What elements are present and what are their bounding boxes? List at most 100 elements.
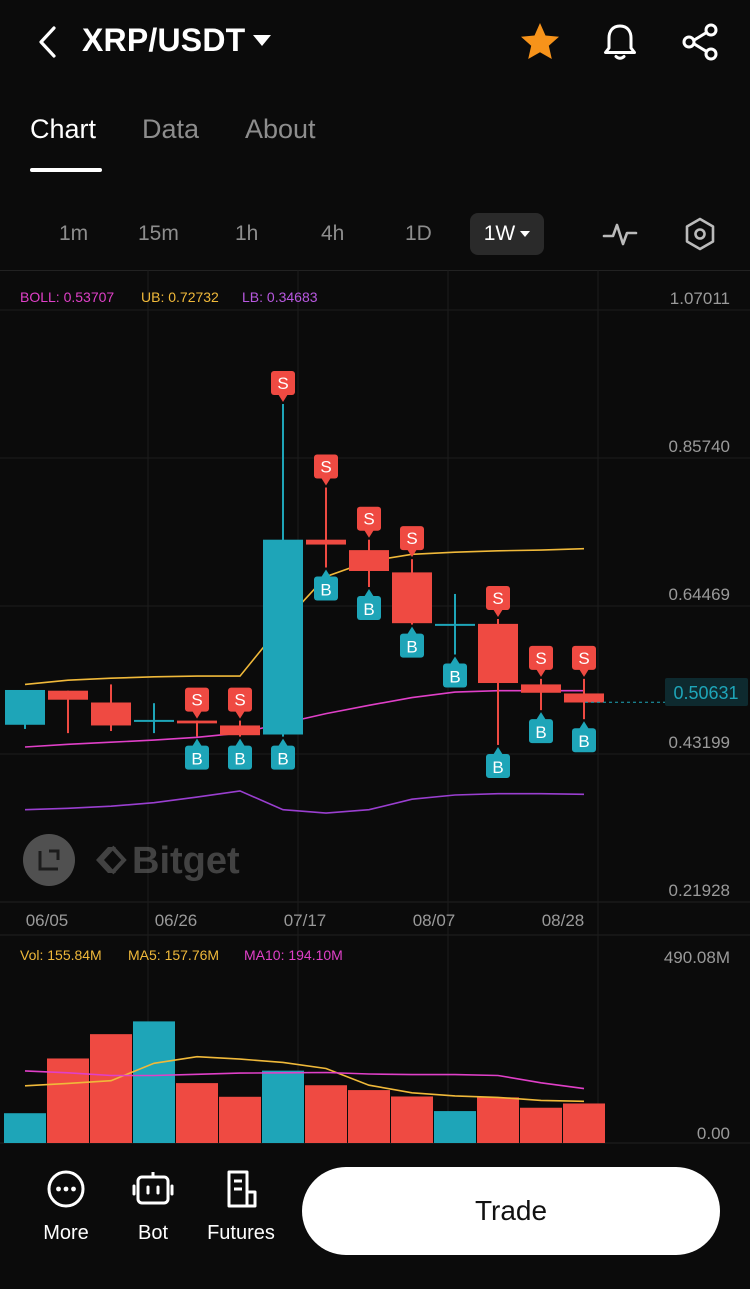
- buy-marker: B: [400, 626, 424, 658]
- date-axis-label: 06/05: [26, 911, 69, 930]
- chart-settings-button[interactable]: [680, 214, 720, 254]
- candle-body: [521, 684, 561, 693]
- date-axis-label: 08/28: [542, 911, 585, 930]
- candle-body: [134, 719, 174, 722]
- futures-button[interactable]: Futures: [198, 1168, 284, 1245]
- share-icon: [682, 23, 718, 61]
- volume-bar: [348, 1090, 390, 1143]
- interval-15m[interactable]: 15m: [138, 222, 179, 245]
- candle-body: [349, 550, 389, 571]
- sell-marker-label: S: [578, 649, 589, 668]
- boll-mid-line: [24, 689, 584, 748]
- sell-marker-box: [357, 506, 381, 531]
- candle: [478, 619, 518, 745]
- candle: [521, 678, 561, 711]
- tab-active-indicator: [30, 168, 102, 172]
- chart-area[interactable]: Bitget BOLL: 0.53707 UB: 0.72732 LB: 0.3…: [0, 270, 750, 1145]
- volume-bar: [305, 1085, 347, 1143]
- candle: [134, 703, 174, 734]
- buy-marker-box: [271, 745, 295, 770]
- more-label: More: [43, 1222, 89, 1244]
- buy-marker-label: B: [406, 638, 417, 657]
- volume-axis-label: 490.08M: [664, 948, 730, 967]
- volume-bar: [434, 1111, 476, 1143]
- sell-marker-pointer: [536, 668, 546, 677]
- buy-marker: B: [314, 569, 338, 601]
- candle: [306, 487, 346, 568]
- candle-body: [263, 539, 303, 735]
- lb-value: LB: 0.34683: [242, 289, 318, 305]
- buy-marker-pointer: [278, 738, 288, 747]
- pair-selector[interactable]: XRP/USDT: [82, 22, 272, 59]
- bot-button[interactable]: Bot: [110, 1168, 196, 1245]
- candle: [392, 559, 432, 625]
- volume-bar: [47, 1058, 89, 1143]
- sell-marker: S: [185, 687, 209, 719]
- vol-value: Vol: 155.84M: [20, 947, 102, 963]
- buy-marker: B: [357, 589, 381, 621]
- candle: [177, 720, 217, 737]
- bollinger-bands: [24, 547, 585, 814]
- sell-marker-pointer: [278, 394, 288, 403]
- buy-marker: B: [228, 738, 252, 770]
- volume-bar: [90, 1034, 132, 1143]
- candlestick-chart[interactable]: Bitget BOLL: 0.53707 UB: 0.72732 LB: 0.3…: [0, 270, 750, 1145]
- current-price-label: 0.50631: [673, 683, 738, 703]
- more-button[interactable]: More: [23, 1168, 109, 1245]
- sell-marker-box: [314, 454, 338, 479]
- interval-1d[interactable]: 1D: [405, 222, 432, 245]
- indicator-legend: BOLL: 0.53707 UB: 0.72732 LB: 0.34683 Vo…: [20, 289, 343, 963]
- interval-4h[interactable]: 4h: [321, 222, 345, 245]
- back-button[interactable]: [34, 22, 64, 62]
- indicator-button[interactable]: [600, 214, 640, 254]
- trade-button[interactable]: Trade: [302, 1167, 720, 1255]
- volume-bars: [4, 1021, 605, 1143]
- volume-bar: [262, 1070, 304, 1143]
- sell-marker-box: [271, 371, 295, 396]
- date-axis-label: 06/26: [155, 911, 198, 930]
- buy-marker-box: [185, 745, 209, 770]
- sell-marker: S: [486, 586, 510, 618]
- buy-marker-pointer: [192, 738, 202, 747]
- price-axis-label: 0.85740: [669, 437, 730, 456]
- tab-bar: Chart Data About: [0, 100, 750, 176]
- share-button[interactable]: [678, 20, 722, 64]
- buy-marker-label: B: [191, 750, 202, 769]
- favorite-button[interactable]: [518, 20, 562, 64]
- volume-bar: [219, 1096, 261, 1143]
- sell-marker-box: [228, 687, 252, 712]
- buy-marker-box: [486, 753, 510, 778]
- buy-marker-label: B: [277, 750, 288, 769]
- bitget-watermark: Bitget: [23, 834, 240, 886]
- buy-marker-label: B: [535, 723, 546, 742]
- buy-marker: B: [271, 738, 295, 770]
- candle-body: [564, 693, 604, 703]
- tab-data[interactable]: Data: [142, 114, 200, 144]
- ub-value: UB: 0.72732: [141, 289, 219, 305]
- candle: [564, 678, 604, 720]
- sell-marker-pointer: [493, 609, 503, 618]
- interval-1h[interactable]: 1h: [235, 222, 259, 245]
- candle: [263, 404, 303, 737]
- candle: [349, 539, 389, 588]
- candle: [5, 689, 45, 729]
- candle-body: [435, 623, 475, 626]
- sell-marker-pointer: [192, 710, 202, 719]
- interval-1m[interactable]: 1m: [59, 222, 89, 245]
- vol-ma10-line: [24, 1070, 585, 1090]
- buy-marker-pointer: [450, 656, 460, 665]
- sell-marker: S: [271, 371, 295, 403]
- buy-marker: B: [572, 721, 596, 753]
- interval-1w[interactable]: 1W: [470, 213, 544, 255]
- sell-marker: S: [314, 454, 338, 486]
- interval-active-label: 1W: [483, 222, 516, 245]
- sell-marker-pointer: [579, 668, 589, 677]
- candle-body: [5, 689, 45, 725]
- tab-chart[interactable]: Chart: [30, 114, 97, 144]
- hexagon-settings-icon: [685, 217, 715, 251]
- caret-down-icon: [253, 35, 272, 46]
- sell-marker-box: [185, 687, 209, 712]
- tab-about[interactable]: About: [245, 114, 316, 144]
- price-axis-label: 0.21928: [669, 881, 730, 900]
- alert-button[interactable]: [598, 20, 642, 64]
